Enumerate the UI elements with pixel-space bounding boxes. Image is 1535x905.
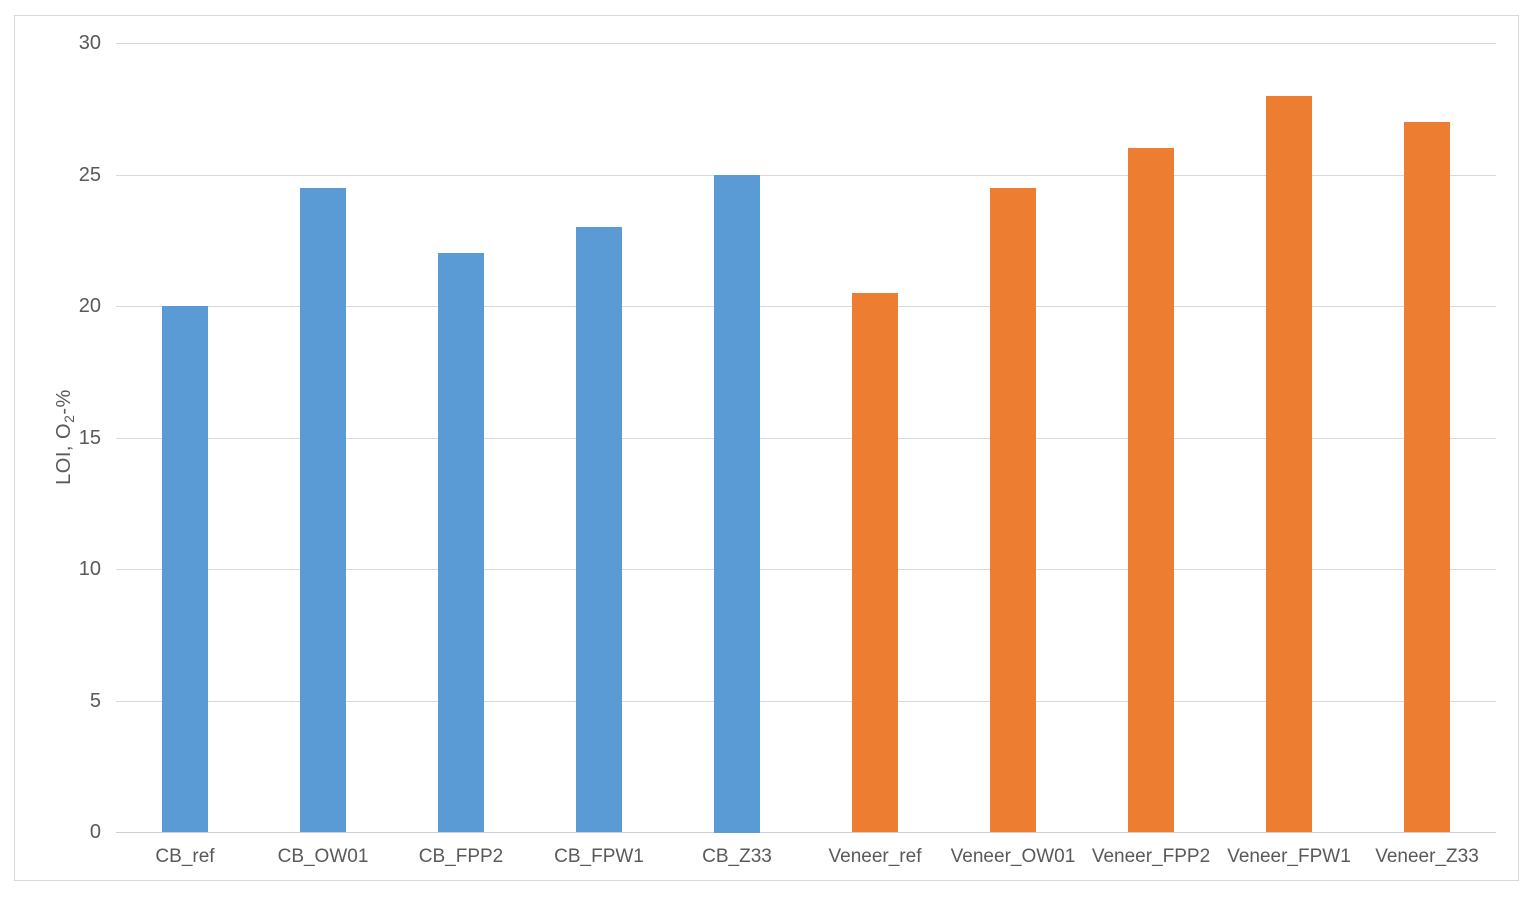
x-category-label: Veneer_ref [828,846,922,867]
x-category-label: Veneer_Z33 [1375,846,1479,867]
gridline [116,43,1496,44]
bar-Veneer_Z33 [1404,122,1450,832]
bar-CB_Z33 [714,175,760,833]
x-category-label: CB_FPP2 [418,846,504,867]
y-tick-label: 20 [78,295,101,317]
y-tick-label: 25 [78,164,101,186]
bar-Veneer_ref [852,293,898,832]
chart-frame: LOI, O2-% 0 5 10 15 20 25 30 CB_ref CB_OW01 CB_FP… [14,15,1519,881]
bar-CB_OW01 [300,188,346,832]
y-tick-label: 10 [78,558,101,580]
gridline [116,569,1496,570]
x-category-label: Veneer_OW01 [950,846,1076,867]
y-tick-label: 30 [78,32,101,54]
bar-CB_FPW1 [576,227,622,832]
bar-CB_FPP2 [438,253,484,832]
x-category-label: Veneer_FPW1 [1227,846,1351,867]
bar-Veneer_OW01 [990,188,1036,832]
bar-CB_ref [162,306,208,832]
bar-Veneer_FPW1 [1266,96,1312,832]
gridline [116,438,1496,439]
x-category-label: CB_ref [155,846,215,867]
y-tick-label: 5 [89,690,101,712]
gridline [116,701,1496,702]
x-category-label: CB_Z33 [702,846,772,867]
x-category-label: CB_FPW1 [554,846,644,867]
bar-Veneer_FPP2 [1128,148,1174,832]
y-tick-label: 15 [78,427,101,449]
x-category-label: CB_OW01 [277,846,369,867]
y-axis-title-suffix: -% [53,389,75,415]
x-category-label: Veneer_FPP2 [1091,846,1211,867]
gridline [116,175,1496,176]
gridline [116,306,1496,307]
x-axis-line [116,832,1496,833]
y-axis-title-subscript: 2 [61,414,77,423]
y-tick-label: 0 [89,821,101,843]
